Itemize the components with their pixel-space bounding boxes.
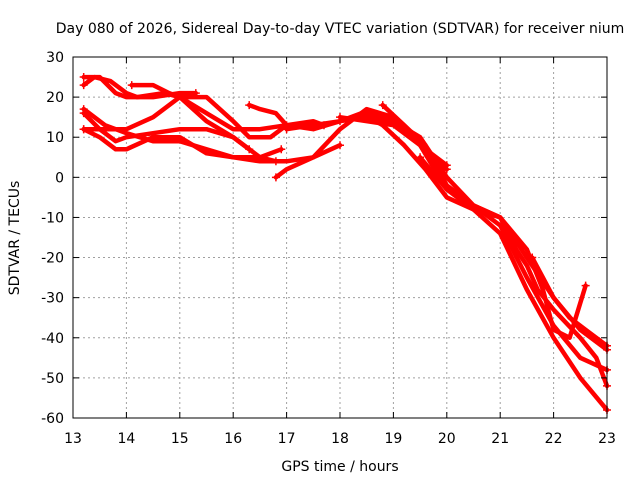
plus-marker (271, 173, 280, 182)
y-tick-label: -60 (41, 411, 64, 427)
plus-marker (416, 153, 425, 162)
plus-marker (336, 141, 344, 150)
x-tick-label: 18 (331, 431, 349, 447)
plus-marker (127, 81, 136, 90)
x-tick-label: 19 (384, 431, 402, 447)
plus-marker (378, 101, 387, 110)
plus-marker (245, 101, 254, 110)
series-track-6 (81, 126, 252, 152)
y-tick-label: 20 (46, 90, 64, 106)
plus-marker (528, 253, 537, 262)
x-tick-label: 23 (598, 431, 616, 447)
y-tick-label: -50 (41, 371, 64, 387)
x-tick-label: 22 (545, 431, 563, 447)
x-tick-label: 16 (224, 431, 242, 447)
y-tick-label: -30 (41, 291, 64, 307)
plus-marker (79, 81, 88, 90)
y-axis-label: SDTVAR / TECUs (7, 181, 23, 296)
plus-marker (79, 109, 88, 118)
x-tick-label: 13 (64, 431, 82, 447)
x-tick-label: 17 (278, 431, 296, 447)
series-track-15 (529, 255, 610, 349)
x-tick-label: 14 (117, 431, 135, 447)
series-track-3 (129, 82, 327, 132)
plus-marker (79, 73, 88, 82)
series-track-5 (81, 94, 289, 140)
plus-marker (245, 145, 254, 154)
y-tick-label: -10 (41, 210, 64, 226)
chart-title: Day 080 of 2026, Sidereal Day-to-day VTE… (56, 21, 625, 37)
plus-marker (581, 281, 590, 290)
plus-marker (277, 145, 286, 154)
x-tick-label: 20 (438, 431, 456, 447)
y-tick-label: -20 (41, 251, 64, 267)
series-track-7 (81, 126, 343, 164)
y-tick-label: 0 (55, 170, 64, 186)
y-tick-label: -40 (41, 331, 64, 347)
series-track-14 (417, 155, 610, 389)
series-track-12 (337, 110, 610, 413)
plus-marker (336, 117, 344, 126)
y-tick-label: 10 (46, 130, 64, 146)
x-tick-label: 15 (171, 431, 189, 447)
series-layer (79, 73, 611, 414)
x-tick-label: 21 (491, 431, 509, 447)
tick-layer: 13 14 15 16 17 18 19 20 21 22 23 30 20 10 0 -10 -20 -30 -4… (41, 50, 616, 447)
plus-marker (442, 161, 451, 170)
x-axis-label: GPS time / hours (281, 459, 398, 475)
y-tick-label: 30 (46, 50, 64, 66)
plus-marker (79, 125, 88, 134)
plus-marker (282, 125, 291, 134)
